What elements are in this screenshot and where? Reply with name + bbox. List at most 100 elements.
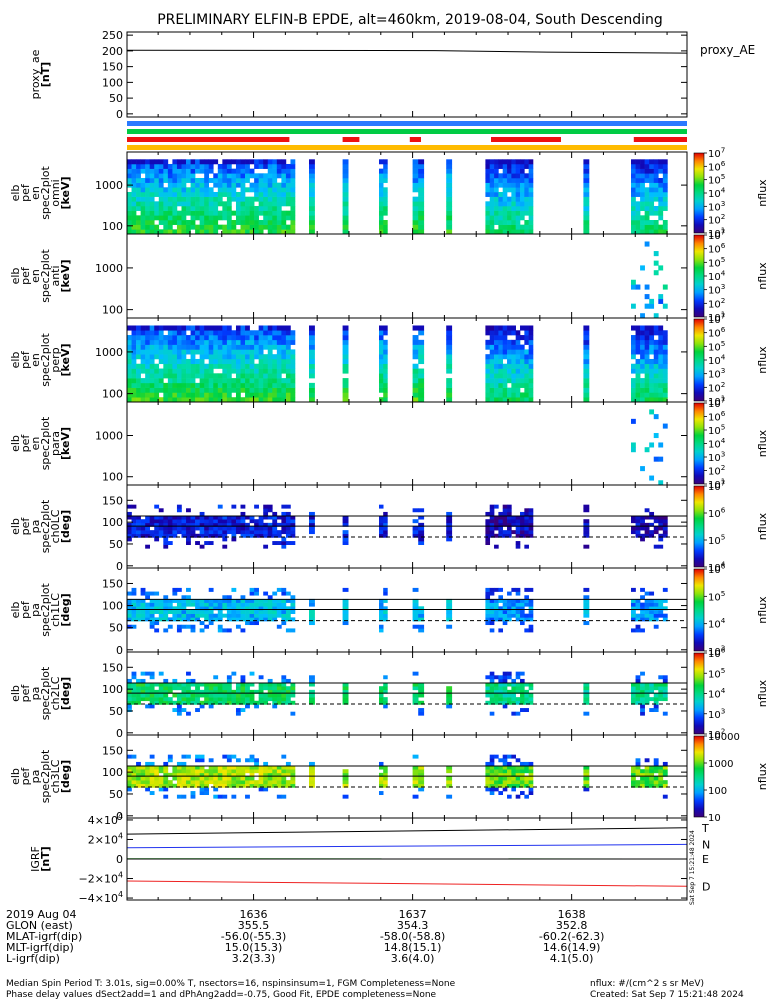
- colorbar-tick-label: 107: [708, 396, 725, 411]
- pitch-angle-cell: [267, 776, 273, 781]
- spectrogram-cell: [583, 229, 590, 235]
- spectrogram-cell: [342, 191, 349, 197]
- spectrogram-cell: [285, 182, 291, 188]
- pitch-angle-cell: [658, 526, 664, 531]
- spectrogram-cell: [131, 177, 137, 183]
- pitch-angle-cell: [515, 689, 521, 694]
- spectrogram-cell: [281, 354, 287, 360]
- pitch-angle-cell: [208, 689, 214, 694]
- pitch-angle-cell: [176, 613, 182, 618]
- spectrogram-cell: [644, 159, 650, 165]
- spectrogram-cell: [515, 182, 521, 188]
- series-line: [126, 49, 688, 54]
- pitch-angle-cell: [528, 693, 534, 698]
- pitch-angle-cell: [649, 765, 655, 770]
- spectrogram-cell: [258, 196, 264, 202]
- spectrogram-cell: [583, 335, 590, 341]
- pitch-angle-cell: [418, 769, 425, 774]
- spectrogram-cell: [226, 330, 232, 336]
- pitch-angle-cell: [412, 780, 419, 785]
- spectrogram-cell: [528, 368, 534, 374]
- pitch-angle-cell: [245, 704, 250, 709]
- spectrogram-cell: [163, 354, 169, 360]
- pitch-angle-cell: [498, 758, 504, 763]
- pitch-angle-cell: [190, 628, 196, 633]
- spectrogram-cell: [515, 173, 521, 179]
- spectrogram-cell: [163, 173, 169, 179]
- pitch-angle-cell: [502, 602, 508, 607]
- spectrogram-cell: [507, 201, 512, 207]
- spectrogram-cell: [658, 205, 664, 211]
- spectrogram-cell: [520, 196, 525, 202]
- pitch-angle-cell: [285, 780, 291, 785]
- pitch-angle-cell: [263, 697, 269, 702]
- spectrogram-cell: [235, 335, 241, 341]
- spectrogram-cell: [383, 354, 388, 360]
- pitch-angle-cell: [235, 606, 241, 611]
- spectrogram-cell: [190, 325, 196, 331]
- spectrogram-cell: [163, 187, 169, 193]
- spectrogram-cell: [631, 397, 636, 403]
- spectrogram-cell: [235, 397, 241, 403]
- pitch-angle-cell: [154, 765, 160, 770]
- pitch-angle-cell: [149, 761, 155, 766]
- spectrogram-cell: [254, 219, 259, 225]
- y-axis-label: spec2plot: [39, 333, 52, 387]
- pitch-angle-cell: [195, 541, 200, 546]
- spectrogram-cell: [226, 187, 232, 193]
- pitch-angle-cell: [176, 598, 182, 603]
- spectrogram-cell: [528, 378, 534, 384]
- pitch-angle-cell: [145, 769, 151, 774]
- pitch-angle-cell: [176, 761, 182, 766]
- spectrogram-cell: [226, 191, 232, 197]
- pitch-angle-cell: [524, 682, 529, 687]
- pitch-angle-cell: [635, 530, 641, 535]
- pitch-angle-cell: [140, 693, 146, 698]
- spectrogram-cell: [249, 349, 255, 355]
- pitch-angle-cell: [263, 682, 269, 687]
- spectrogram-cell: [276, 382, 282, 388]
- spectrogram-cell: [254, 339, 259, 345]
- spectrogram-cell: [511, 378, 516, 384]
- spectrogram-cell: [163, 159, 169, 165]
- spectrogram-cell: [208, 187, 214, 193]
- colorbar-label: nflux: [756, 596, 769, 624]
- pitch-angle-cell: [342, 541, 349, 546]
- pitch-angle-cell: [145, 776, 151, 781]
- spectrogram-cell: [281, 397, 287, 403]
- spectrogram-cell: [281, 363, 287, 369]
- spectrogram-cell: [186, 177, 191, 183]
- pitch-angle-cell: [217, 519, 223, 524]
- pitch-angle-cell: [263, 508, 269, 513]
- pitch-angle-cell: [240, 533, 246, 538]
- ephemeris-row-label: MLT-igrf(dip): [6, 941, 74, 954]
- spectrogram-cell: [145, 191, 151, 197]
- pitch-angle-cell: [412, 613, 419, 618]
- pitch-angle-cell: [254, 621, 259, 626]
- spectrogram-cell: [272, 196, 278, 202]
- spectrogram-cell: [446, 330, 453, 336]
- spectrogram-cell: [276, 201, 282, 207]
- spectrogram-cell: [154, 224, 160, 230]
- spectrogram-cell: [653, 382, 659, 388]
- pitch-angle-cell: [235, 686, 241, 691]
- spectrogram-cell: [309, 363, 315, 369]
- spectrogram-cell: [528, 177, 534, 183]
- pitch-angle-cell: [249, 697, 255, 702]
- spectrogram-cell: [217, 397, 223, 403]
- spectrogram-cell: [127, 397, 132, 403]
- spectrogram-cell: [412, 387, 419, 393]
- pitch-angle-cell: [231, 613, 237, 618]
- spectrogram-cell: [140, 229, 146, 235]
- pitch-angle-cell: [520, 791, 525, 796]
- pitch-angle-cell: [644, 598, 650, 603]
- pitch-angle-cell: [502, 511, 508, 516]
- spectrogram-cell: [231, 349, 237, 355]
- pitch-angle-cell: [485, 621, 491, 626]
- pitch-angle-cell: [231, 530, 237, 535]
- pitch-angle-cell: [309, 769, 315, 774]
- spectrogram-cell: [649, 163, 655, 169]
- pitch-angle-cell: [515, 765, 521, 770]
- pitch-angle-cell: [213, 769, 219, 774]
- pitch-angle-cell: [640, 587, 645, 592]
